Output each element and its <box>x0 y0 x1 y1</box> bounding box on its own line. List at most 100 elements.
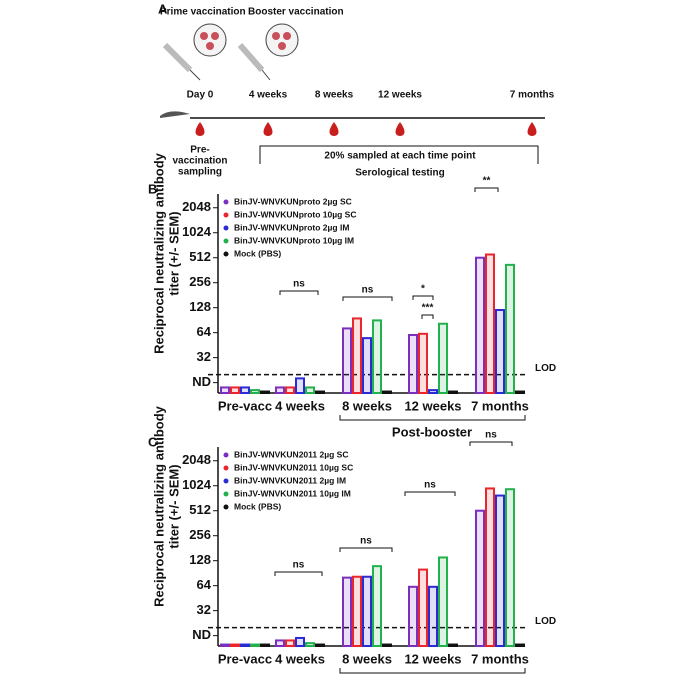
y-tick-label: 64 <box>197 577 212 592</box>
sig-label: *** <box>422 303 434 314</box>
legend-marker <box>223 478 229 484</box>
sig-label: ns <box>485 430 497 441</box>
x-tick-label: 12 weeks <box>404 651 461 666</box>
y-tick-label: 1024 <box>182 477 212 492</box>
bar <box>260 643 270 648</box>
bar <box>418 332 428 394</box>
booster-label: Booster vaccination <box>248 7 344 18</box>
bar <box>342 327 352 394</box>
bar <box>428 585 438 648</box>
legend-marker <box>223 199 229 205</box>
bar <box>372 319 382 394</box>
sig-bracket <box>421 314 434 319</box>
y-tick-label: 2048 <box>182 452 211 467</box>
bar <box>275 386 285 394</box>
bar <box>495 494 505 648</box>
x-tick-label: 4 weeks <box>275 651 325 666</box>
sig-label: ns <box>293 560 305 571</box>
sig-bracket <box>404 491 456 496</box>
x-tick-label: Pre-vacc <box>218 651 272 666</box>
legend-marker <box>223 225 229 231</box>
blood-drop <box>527 122 537 137</box>
bar <box>475 256 485 394</box>
panel-label: C <box>148 434 158 449</box>
bar <box>305 642 315 648</box>
bar <box>448 390 458 394</box>
blood-drop <box>395 122 405 136</box>
y-tick-label: 128 <box>189 552 211 567</box>
y-tick-label: 1024 <box>182 224 212 239</box>
sig-bracket <box>342 296 393 301</box>
bar <box>240 643 250 648</box>
timepoint-label: 4 weeks <box>249 90 288 101</box>
timepoint-label: Day 0 <box>187 90 214 101</box>
x-tick-label: 7 months <box>471 651 529 666</box>
bar <box>230 643 240 648</box>
timepoint-label: 7 months <box>510 90 555 101</box>
bar <box>362 575 372 647</box>
bar <box>295 636 305 647</box>
panel-label: A <box>158 1 168 16</box>
legend-marker <box>223 212 229 218</box>
blood-drop <box>263 122 273 136</box>
timepoint-label: 8 weeks <box>315 90 354 101</box>
bar <box>408 585 418 648</box>
sig-bracket <box>339 547 393 552</box>
x-tick-label: Pre-vacc <box>218 398 272 413</box>
panel-label: B <box>148 181 157 196</box>
y-tick-label: 256 <box>189 274 211 289</box>
pre-sampling: Pre- <box>190 145 209 156</box>
legend-marker <box>223 465 229 471</box>
bar <box>220 386 230 394</box>
bar <box>448 643 458 648</box>
bar <box>260 390 270 394</box>
syringe-icons <box>162 23 299 81</box>
y-tick-label: 512 <box>189 502 211 517</box>
legend-marker <box>223 504 229 510</box>
sig-label: ns <box>360 536 372 547</box>
group-bracket <box>339 668 526 674</box>
x-tick-label: 8 weeks <box>342 651 392 666</box>
bar <box>220 643 230 648</box>
animal-icon <box>160 111 190 118</box>
y-axis-label: titer (+/- SEM) <box>166 211 181 295</box>
timepoint-label: 12 weeks <box>378 90 422 101</box>
bar <box>485 253 495 394</box>
legend-label: BinJV-WNVKUN2011 2µg IM <box>234 475 346 485</box>
y-tick-label: 2048 <box>182 199 211 214</box>
sig-label: ** <box>483 176 491 187</box>
y-axis-label: Reciprocal neutralizing antibody <box>151 152 166 354</box>
sig-label: ns <box>362 285 374 296</box>
sampled-note: 20% sampled at each time point <box>324 151 476 162</box>
bar <box>428 389 438 395</box>
legend-label: BinJV-WNVKUN2011 10µg IM <box>234 488 351 498</box>
x-tick-label: 8 weeks <box>342 398 392 413</box>
bar <box>240 386 250 394</box>
y-tick-label: 64 <box>197 324 212 339</box>
y-tick-label: 32 <box>197 349 211 364</box>
bar <box>475 509 485 647</box>
legend-marker <box>223 491 229 497</box>
y-axis-label: titer (+/- SEM) <box>166 464 181 548</box>
bar <box>342 576 352 647</box>
bar <box>505 263 515 395</box>
bar <box>418 568 428 647</box>
sig-bracket <box>279 290 319 295</box>
bar <box>495 309 505 395</box>
prime-label: Prime vaccination <box>160 7 246 18</box>
x-tick-label: 12 weeks <box>404 398 461 413</box>
bar <box>305 386 315 394</box>
sig-bracket <box>274 571 323 576</box>
bar <box>382 390 392 394</box>
legend-marker <box>223 238 229 244</box>
bracket <box>259 145 539 164</box>
group-bracket <box>339 415 526 421</box>
legend-marker <box>223 251 229 257</box>
legend-label: Mock (PBS) <box>234 248 281 258</box>
y-tick-label: 128 <box>189 299 211 314</box>
bar <box>438 556 448 647</box>
bar <box>352 575 362 647</box>
bar <box>315 643 325 648</box>
